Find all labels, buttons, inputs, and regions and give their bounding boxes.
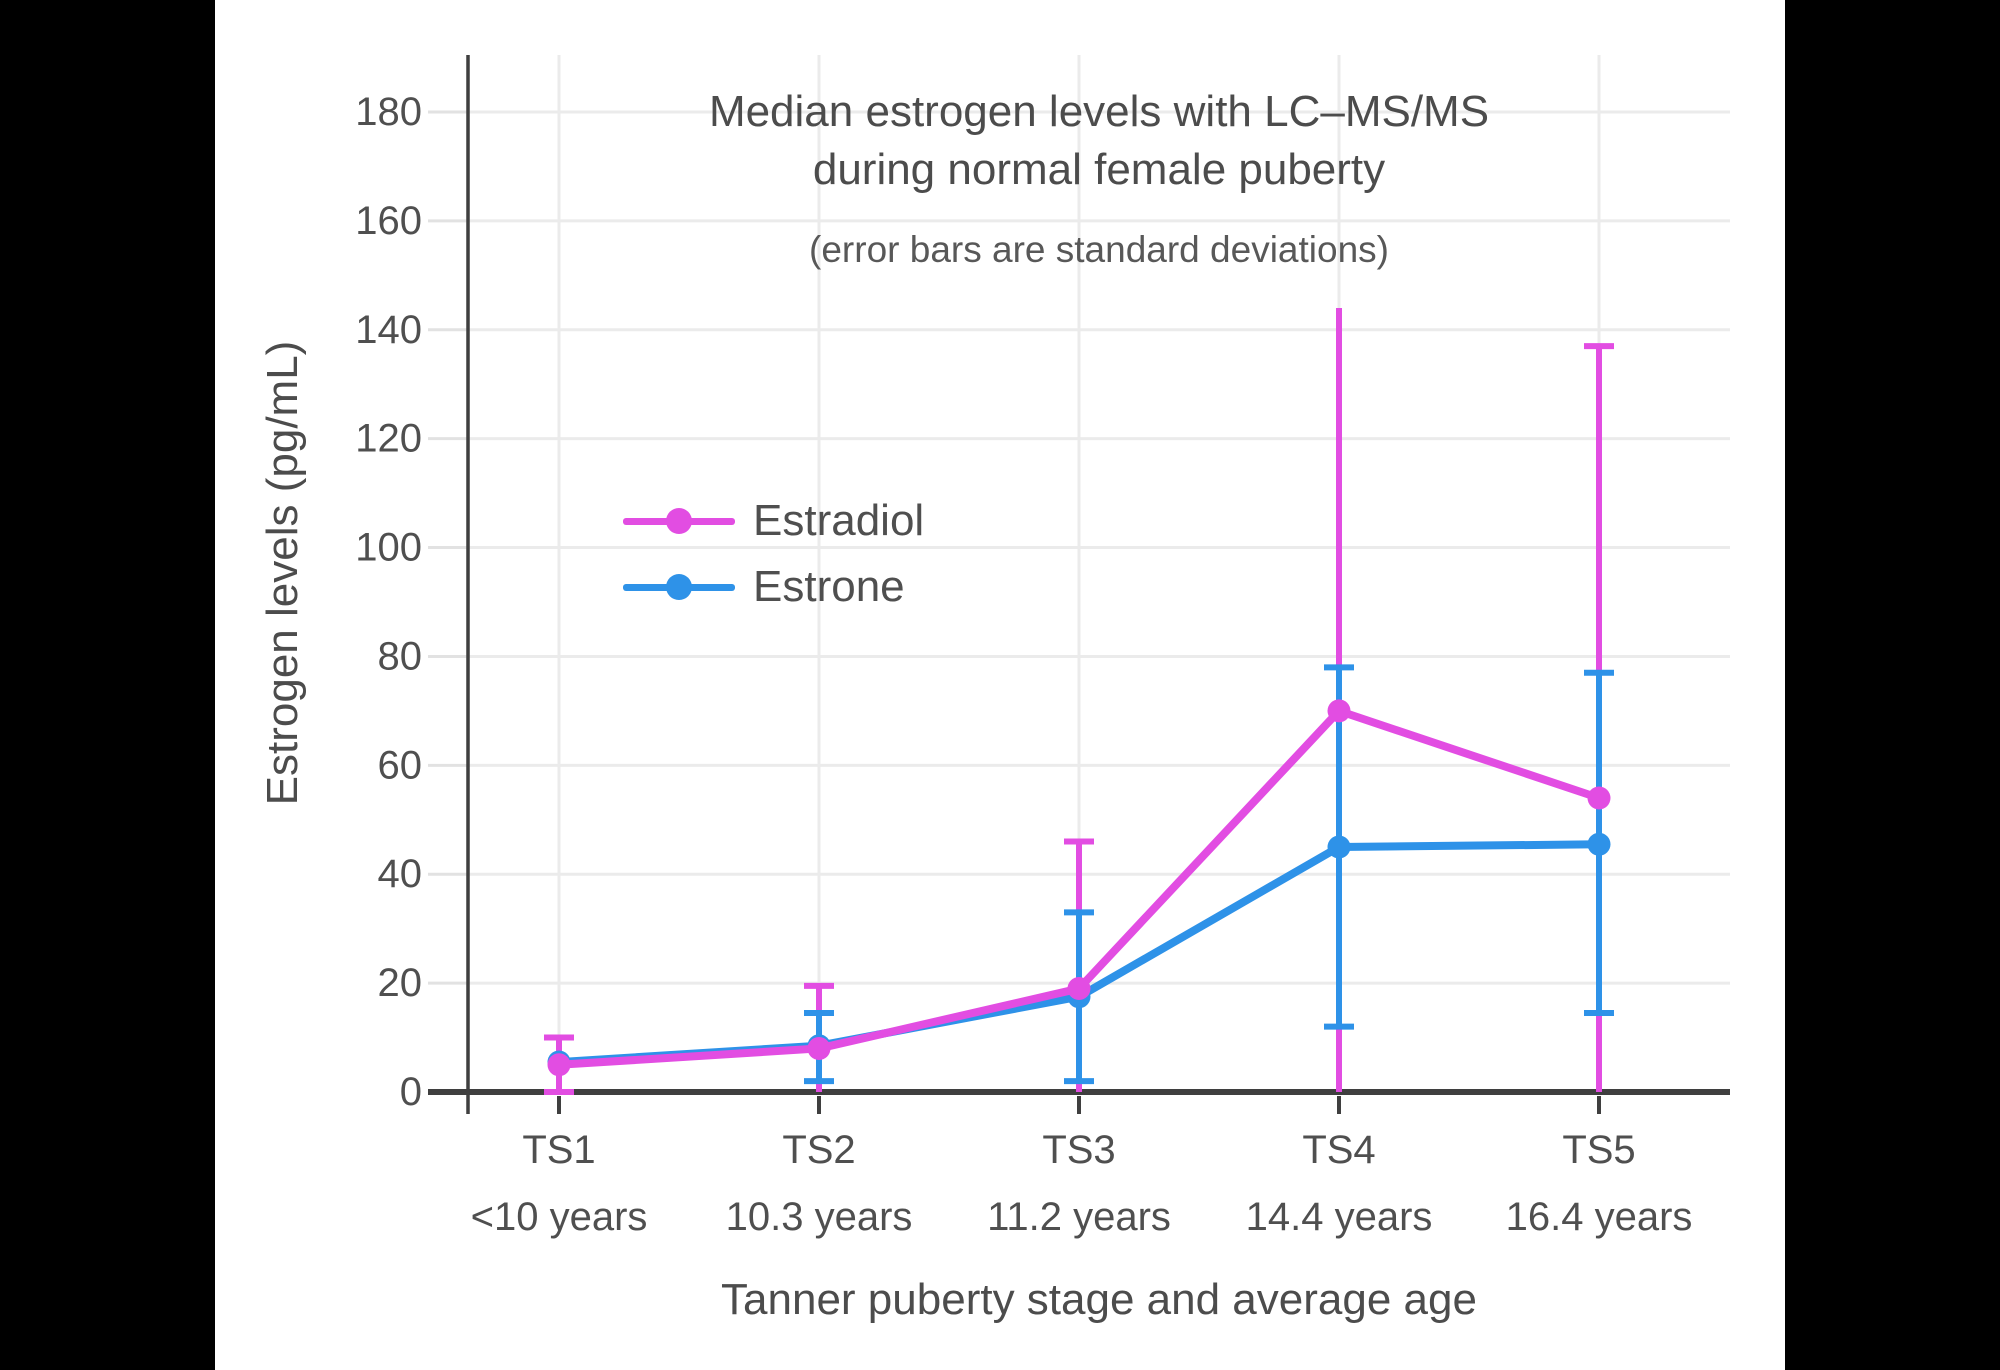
letterbox-left [0,0,215,1370]
estradiol-legend-dot-icon [666,508,692,534]
chart-title-line1: Median estrogen levels with LC–MS/MS [708,87,1490,136]
y-tick-label-160: 160 [355,199,422,243]
y-tick-label-100: 100 [355,526,422,570]
estradiol-point-TS5 [1587,786,1611,810]
y-tick-label-120: 120 [355,417,422,461]
y-tick-label-180: 180 [355,90,422,134]
legend: Estradiol Estrone [623,488,924,620]
x-age-label-TS5: 16.4 years [1506,1195,1693,1239]
legend-item-estrone[interactable]: Estrone [623,554,924,620]
estradiol-legend-marker [623,508,735,534]
x-tick-label-TS2: TS2 [782,1128,855,1172]
y-tick-label-80: 80 [378,634,423,678]
letterbox-right [1785,0,2000,1370]
estrone-point-TS5 [1587,832,1611,856]
legend-label-estradiol: Estradiol [753,496,925,545]
x-axis-title: Tanner puberty stage and average age [721,1275,1477,1324]
y-axis-title: Estrogen levels (pg/mL) [258,340,307,806]
chart-plot-area: 0 20 40 60 80 100 120 140 160 180 TS1 TS2 TS3 TS4 TS5 <… [355,55,1730,1239]
legend-label-estrone: Estrone [753,562,905,611]
y-tick-label-140: 140 [355,308,422,352]
estrone-legend-dot-icon [666,574,692,600]
x-age-label-TS4: 14.4 years [1246,1195,1433,1239]
legend-item-estradiol[interactable]: Estradiol [623,488,924,554]
y-tick-label-20: 20 [378,961,423,1005]
x-age-label-TS3: 11.2 years [987,1195,1171,1239]
chart-title: Median estrogen levels with LC–MS/MS dur… [468,83,1730,199]
chart-subtitle: (error bars are standard deviations) [809,229,1389,270]
x-tick-label-TS4: TS4 [1302,1128,1375,1172]
x-tick-label-TS3: TS3 [1042,1128,1115,1172]
estradiol-point-TS2 [807,1036,831,1060]
chart-title-line2: during normal female puberty [812,145,1386,194]
estradiol-point-TS4 [1327,699,1351,723]
x-age-label-TS1: <10 years [471,1195,648,1239]
estradiol-point-TS1 [547,1053,571,1077]
x-age-label-TS2: 10.3 years [726,1195,913,1239]
estrone-point-TS4 [1327,835,1351,859]
y-tick-label-60: 60 [378,743,423,787]
x-tick-label-TS1: TS1 [522,1128,595,1172]
y-tick-label-0: 0 [400,1070,422,1114]
estradiol-point-TS3 [1067,977,1091,1001]
x-tick-label-TS5: TS5 [1562,1128,1635,1172]
estrone-legend-marker [623,574,735,600]
y-tick-label-40: 40 [378,852,423,896]
